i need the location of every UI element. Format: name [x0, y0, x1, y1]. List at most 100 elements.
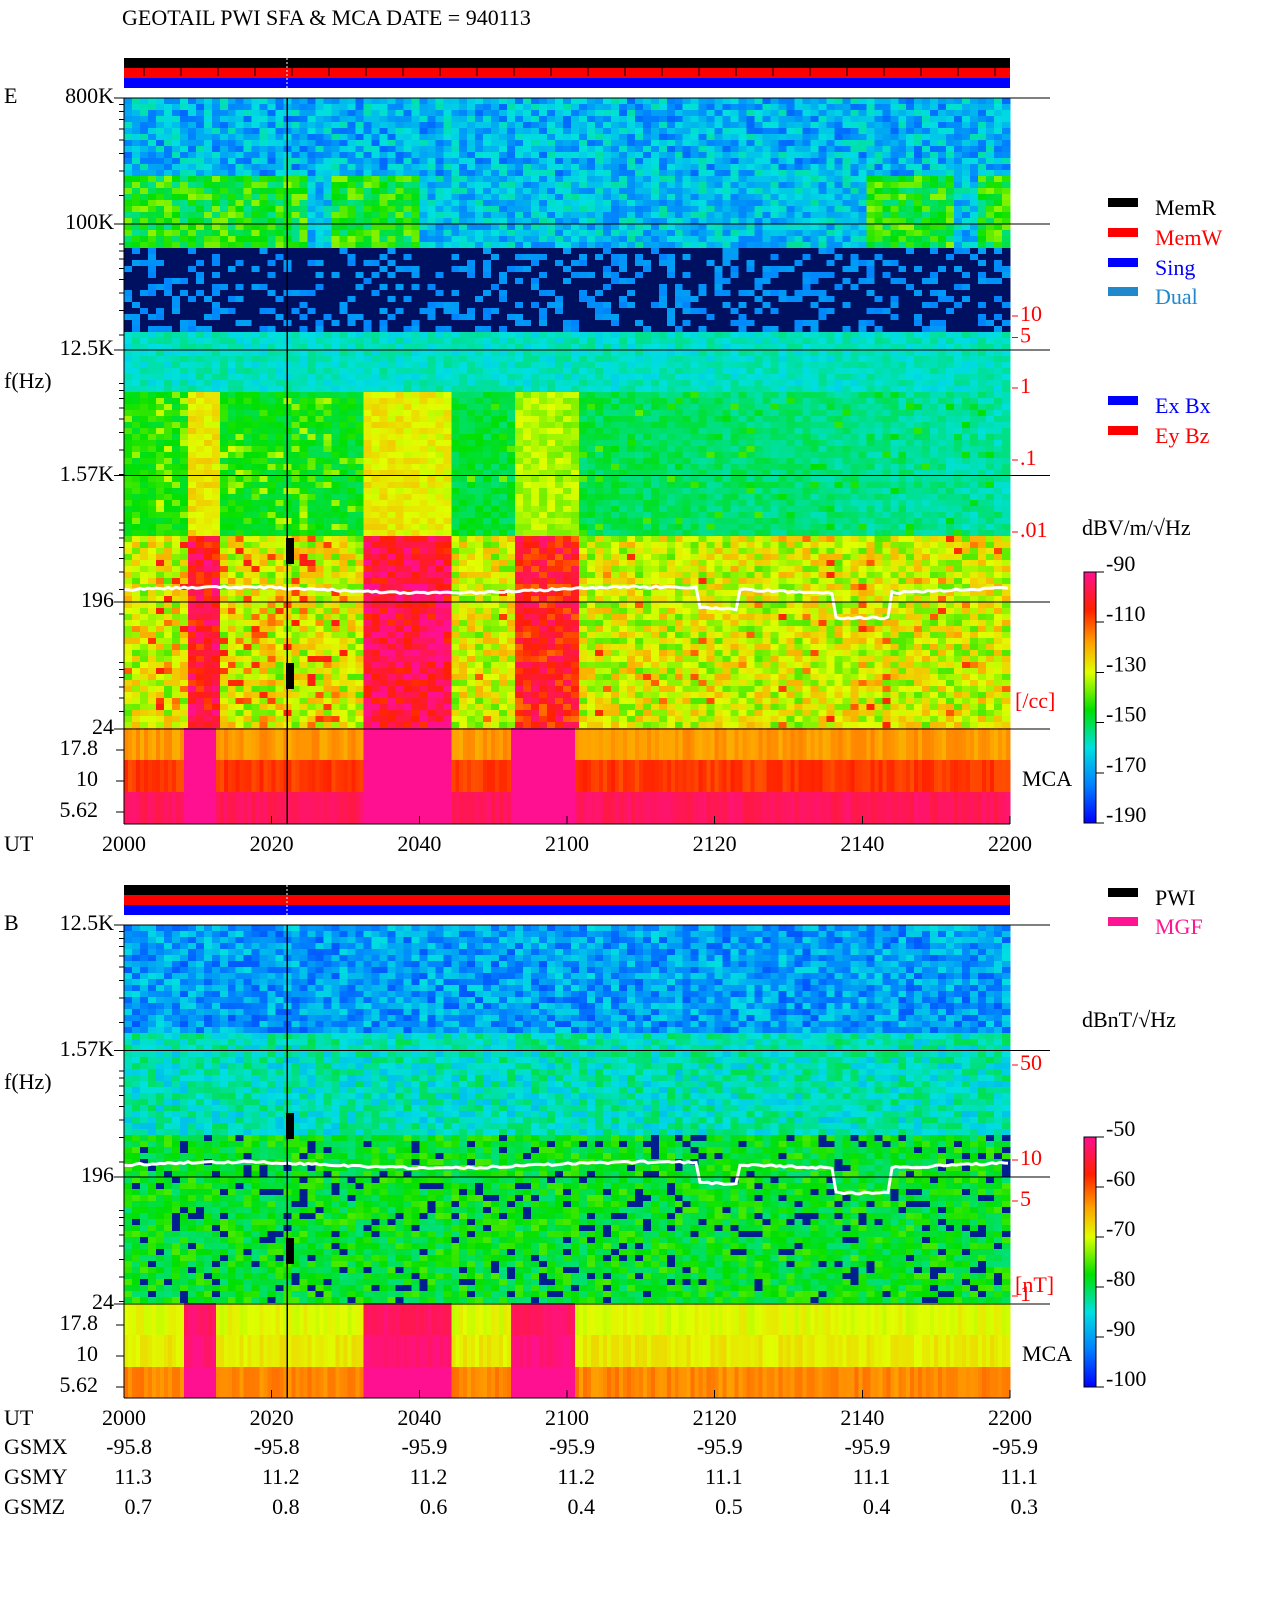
spectrogram-cell	[147, 224, 157, 230]
spectrogram-cell	[259, 218, 269, 224]
spectrogram-cell	[842, 356, 851, 362]
spectrogram-cell	[243, 356, 253, 362]
spectrogram-cell	[163, 146, 173, 152]
spectrogram-cell	[746, 320, 756, 326]
spectrogram-cell	[411, 170, 420, 176]
spectrogram-cell	[555, 284, 564, 290]
spectrogram-cell	[762, 218, 772, 224]
spectrogram-cell	[962, 140, 971, 146]
spectrogram-cell	[147, 320, 157, 326]
spectrogram-cell	[826, 326, 835, 332]
spectrogram-cell	[339, 248, 349, 254]
spectrogram-cell	[507, 104, 516, 110]
spectrogram-cell	[235, 260, 245, 266]
spectrogram-cell	[515, 152, 524, 158]
spectrogram-cell	[802, 188, 812, 194]
spectrogram-cell	[770, 194, 780, 200]
spectrogram-cell	[578, 122, 588, 128]
spectrogram-cell	[339, 122, 349, 128]
spectrogram-cell	[379, 296, 389, 302]
spectrogram-cell	[563, 302, 572, 308]
spectrogram-cell	[451, 134, 460, 140]
spectrogram-cell	[131, 356, 141, 362]
spectrogram-cell	[714, 254, 724, 260]
spectrogram-cell	[363, 314, 373, 320]
spectrogram-cell	[594, 188, 604, 194]
spectrogram-cell	[922, 248, 931, 254]
spectrogram-cell	[650, 188, 660, 194]
spectrogram-cell	[355, 200, 365, 206]
spectrogram-cell	[483, 278, 492, 284]
spectrogram-cell	[594, 158, 604, 164]
spectrogram-cell	[435, 344, 444, 350]
spectrogram-cell	[898, 146, 907, 152]
spectrogram-cell	[634, 200, 644, 206]
spectrogram-cell	[315, 176, 325, 182]
spectrogram-cell	[634, 206, 644, 212]
spectrogram-cell	[211, 224, 221, 230]
spectrogram-cell	[786, 236, 796, 242]
spectrogram-cell	[291, 176, 301, 182]
spectrogram-cell	[131, 176, 141, 182]
spectrogram-cell	[459, 242, 468, 248]
spectrogram-cell	[762, 362, 772, 368]
spectrogram-cell	[363, 134, 373, 140]
spectrogram-cell	[746, 122, 756, 128]
spectrogram-cell	[315, 212, 325, 218]
spectrogram-cell	[339, 128, 349, 134]
spectrogram-cell	[299, 212, 309, 218]
spectrogram-cell	[946, 188, 955, 194]
spectrogram-cell	[706, 344, 716, 350]
spectrogram-cell	[978, 248, 987, 254]
spectrogram-cell	[547, 164, 556, 170]
spectrogram-cell	[195, 242, 205, 248]
spectrogram-cell	[642, 140, 652, 146]
spectrogram-cell	[834, 110, 843, 116]
spectrogram-cell	[331, 284, 341, 290]
spectrogram-cell	[922, 284, 931, 290]
spectrogram-cell	[235, 134, 245, 140]
spectrogram-cell	[235, 104, 245, 110]
spectrogram-cell	[555, 212, 564, 218]
spectrogram-cell	[307, 188, 317, 194]
spectrogram-cell	[634, 116, 644, 122]
spectrogram-cell	[179, 314, 189, 320]
spectrogram-cell	[251, 206, 261, 212]
spectrogram-cell	[124, 248, 133, 254]
spectrogram-cell	[770, 170, 780, 176]
spectrogram-cell	[786, 308, 796, 314]
spectrogram-cell	[754, 338, 764, 344]
spectrogram-cell	[403, 338, 412, 344]
spectrogram-cell	[906, 212, 915, 218]
spectrogram-cell	[650, 236, 660, 242]
spectrogram-cell	[187, 212, 197, 218]
spectrogram-cell	[195, 338, 205, 344]
spectrogram-cell	[307, 128, 317, 134]
spectrogram-cell	[387, 314, 396, 320]
spectrogram-cell	[962, 212, 971, 218]
spectrogram-cell	[195, 362, 205, 368]
spectrogram-cell	[124, 266, 133, 272]
spectrogram-cell	[211, 284, 221, 290]
spectrogram-cell	[124, 272, 133, 278]
spectrogram-cell	[555, 272, 564, 278]
spectrogram-cell	[411, 146, 420, 152]
spectrogram-cell	[626, 332, 636, 338]
spectrogram-cell	[810, 320, 820, 326]
spectrogram-cell	[171, 218, 181, 224]
spectrogram-cell	[850, 134, 859, 140]
spectrogram-cell	[666, 122, 676, 128]
spectrogram-cell	[451, 272, 460, 278]
spectrogram-cell	[419, 356, 428, 362]
spectrogram-cell	[674, 362, 684, 368]
spectrogram-cell	[770, 200, 780, 206]
spectrogram-cell	[762, 350, 772, 356]
spectrogram-cell	[139, 122, 149, 128]
spectrogram-cell	[531, 254, 540, 260]
spectrogram-cell	[834, 218, 843, 224]
spectrogram-cell	[187, 338, 197, 344]
spectrogram-cell	[435, 218, 444, 224]
spectrogram-cell	[906, 200, 915, 206]
spectrogram-cell	[730, 194, 740, 200]
spectrogram-cell	[355, 338, 365, 344]
